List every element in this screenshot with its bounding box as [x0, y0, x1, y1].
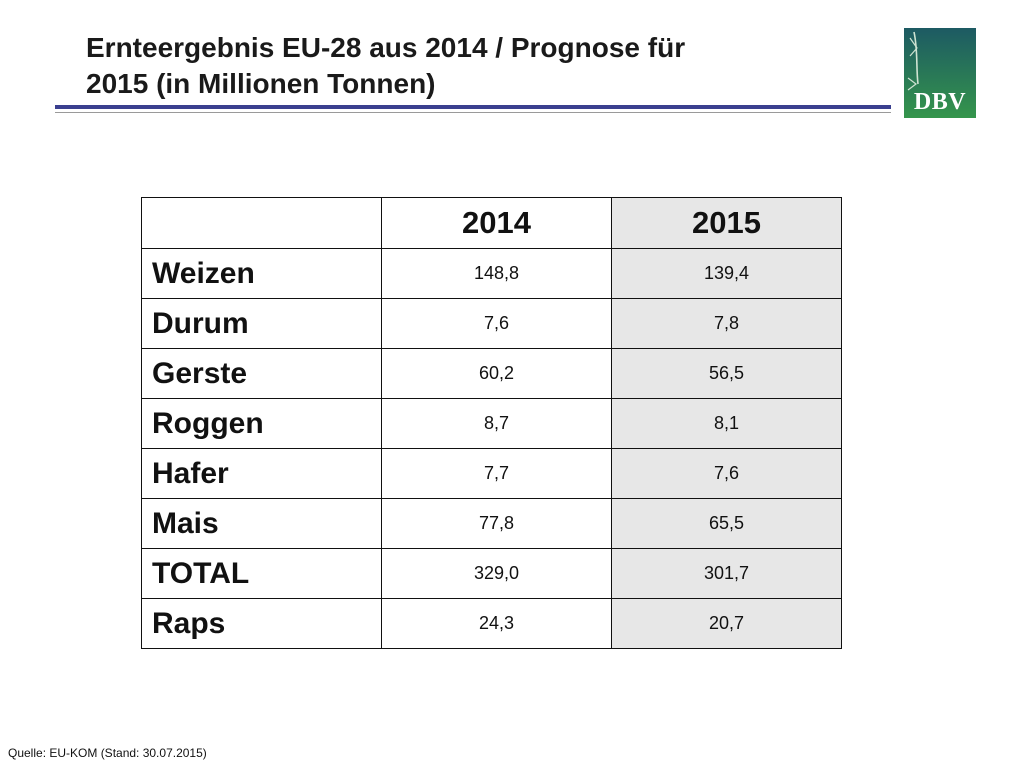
column-header-2015: 2015 — [611, 197, 842, 249]
value-2015: 8,1 — [611, 398, 842, 449]
row-label: Hafer — [141, 448, 382, 499]
title-underline-shadow — [55, 112, 891, 113]
value-2015: 56,5 — [611, 348, 842, 399]
title-underline — [55, 105, 891, 109]
value-2014: 8,7 — [381, 398, 612, 449]
title-line-2: 2015 (in Millionen Tonnen) — [86, 68, 436, 99]
table-row: Gerste 60,2 56,5 — [141, 348, 842, 399]
harvest-table: 2014 2015 Weizen 148,8 139,4 Durum 7,6 7… — [141, 197, 842, 649]
table-row: Mais 77,8 65,5 — [141, 498, 842, 549]
row-label: Roggen — [141, 398, 382, 449]
value-2015: 7,8 — [611, 298, 842, 349]
table-header-row: 2014 2015 — [141, 197, 842, 249]
source-note: Quelle: EU-KOM (Stand: 30.07.2015) — [8, 746, 207, 760]
value-2015: 7,6 — [611, 448, 842, 499]
row-label: TOTAL — [141, 548, 382, 599]
table-row: Durum 7,6 7,8 — [141, 298, 842, 349]
dbv-logo: DBV — [904, 28, 976, 118]
column-header-2014: 2014 — [381, 197, 612, 249]
row-label: Weizen — [141, 248, 382, 299]
value-2015: 65,5 — [611, 498, 842, 549]
table-row: Raps 24,3 20,7 — [141, 598, 842, 649]
value-2014: 148,8 — [381, 248, 612, 299]
value-2015: 139,4 — [611, 248, 842, 299]
page-title: Ernteergebnis EU-28 aus 2014 / Prognose … — [86, 30, 886, 102]
logo-text: DBV — [913, 89, 967, 115]
dbv-logo-graphic — [904, 28, 976, 118]
table-row: TOTAL 329,0 301,7 — [141, 548, 842, 599]
value-2014: 329,0 — [381, 548, 612, 599]
value-2014: 24,3 — [381, 598, 612, 649]
row-label: Mais — [141, 498, 382, 549]
row-label: Raps — [141, 598, 382, 649]
value-2015: 20,7 — [611, 598, 842, 649]
value-2014: 7,7 — [381, 448, 612, 499]
table-row: Weizen 148,8 139,4 — [141, 248, 842, 299]
table-row: Roggen 8,7 8,1 — [141, 398, 842, 449]
value-2015: 301,7 — [611, 548, 842, 599]
row-label: Gerste — [141, 348, 382, 399]
table-row: Hafer 7,7 7,6 — [141, 448, 842, 499]
value-2014: 7,6 — [381, 298, 612, 349]
title-line-1: Ernteergebnis EU-28 aus 2014 / Prognose … — [86, 32, 686, 63]
table-header-corner — [141, 197, 382, 249]
value-2014: 77,8 — [381, 498, 612, 549]
row-label: Durum — [141, 298, 382, 349]
value-2014: 60,2 — [381, 348, 612, 399]
